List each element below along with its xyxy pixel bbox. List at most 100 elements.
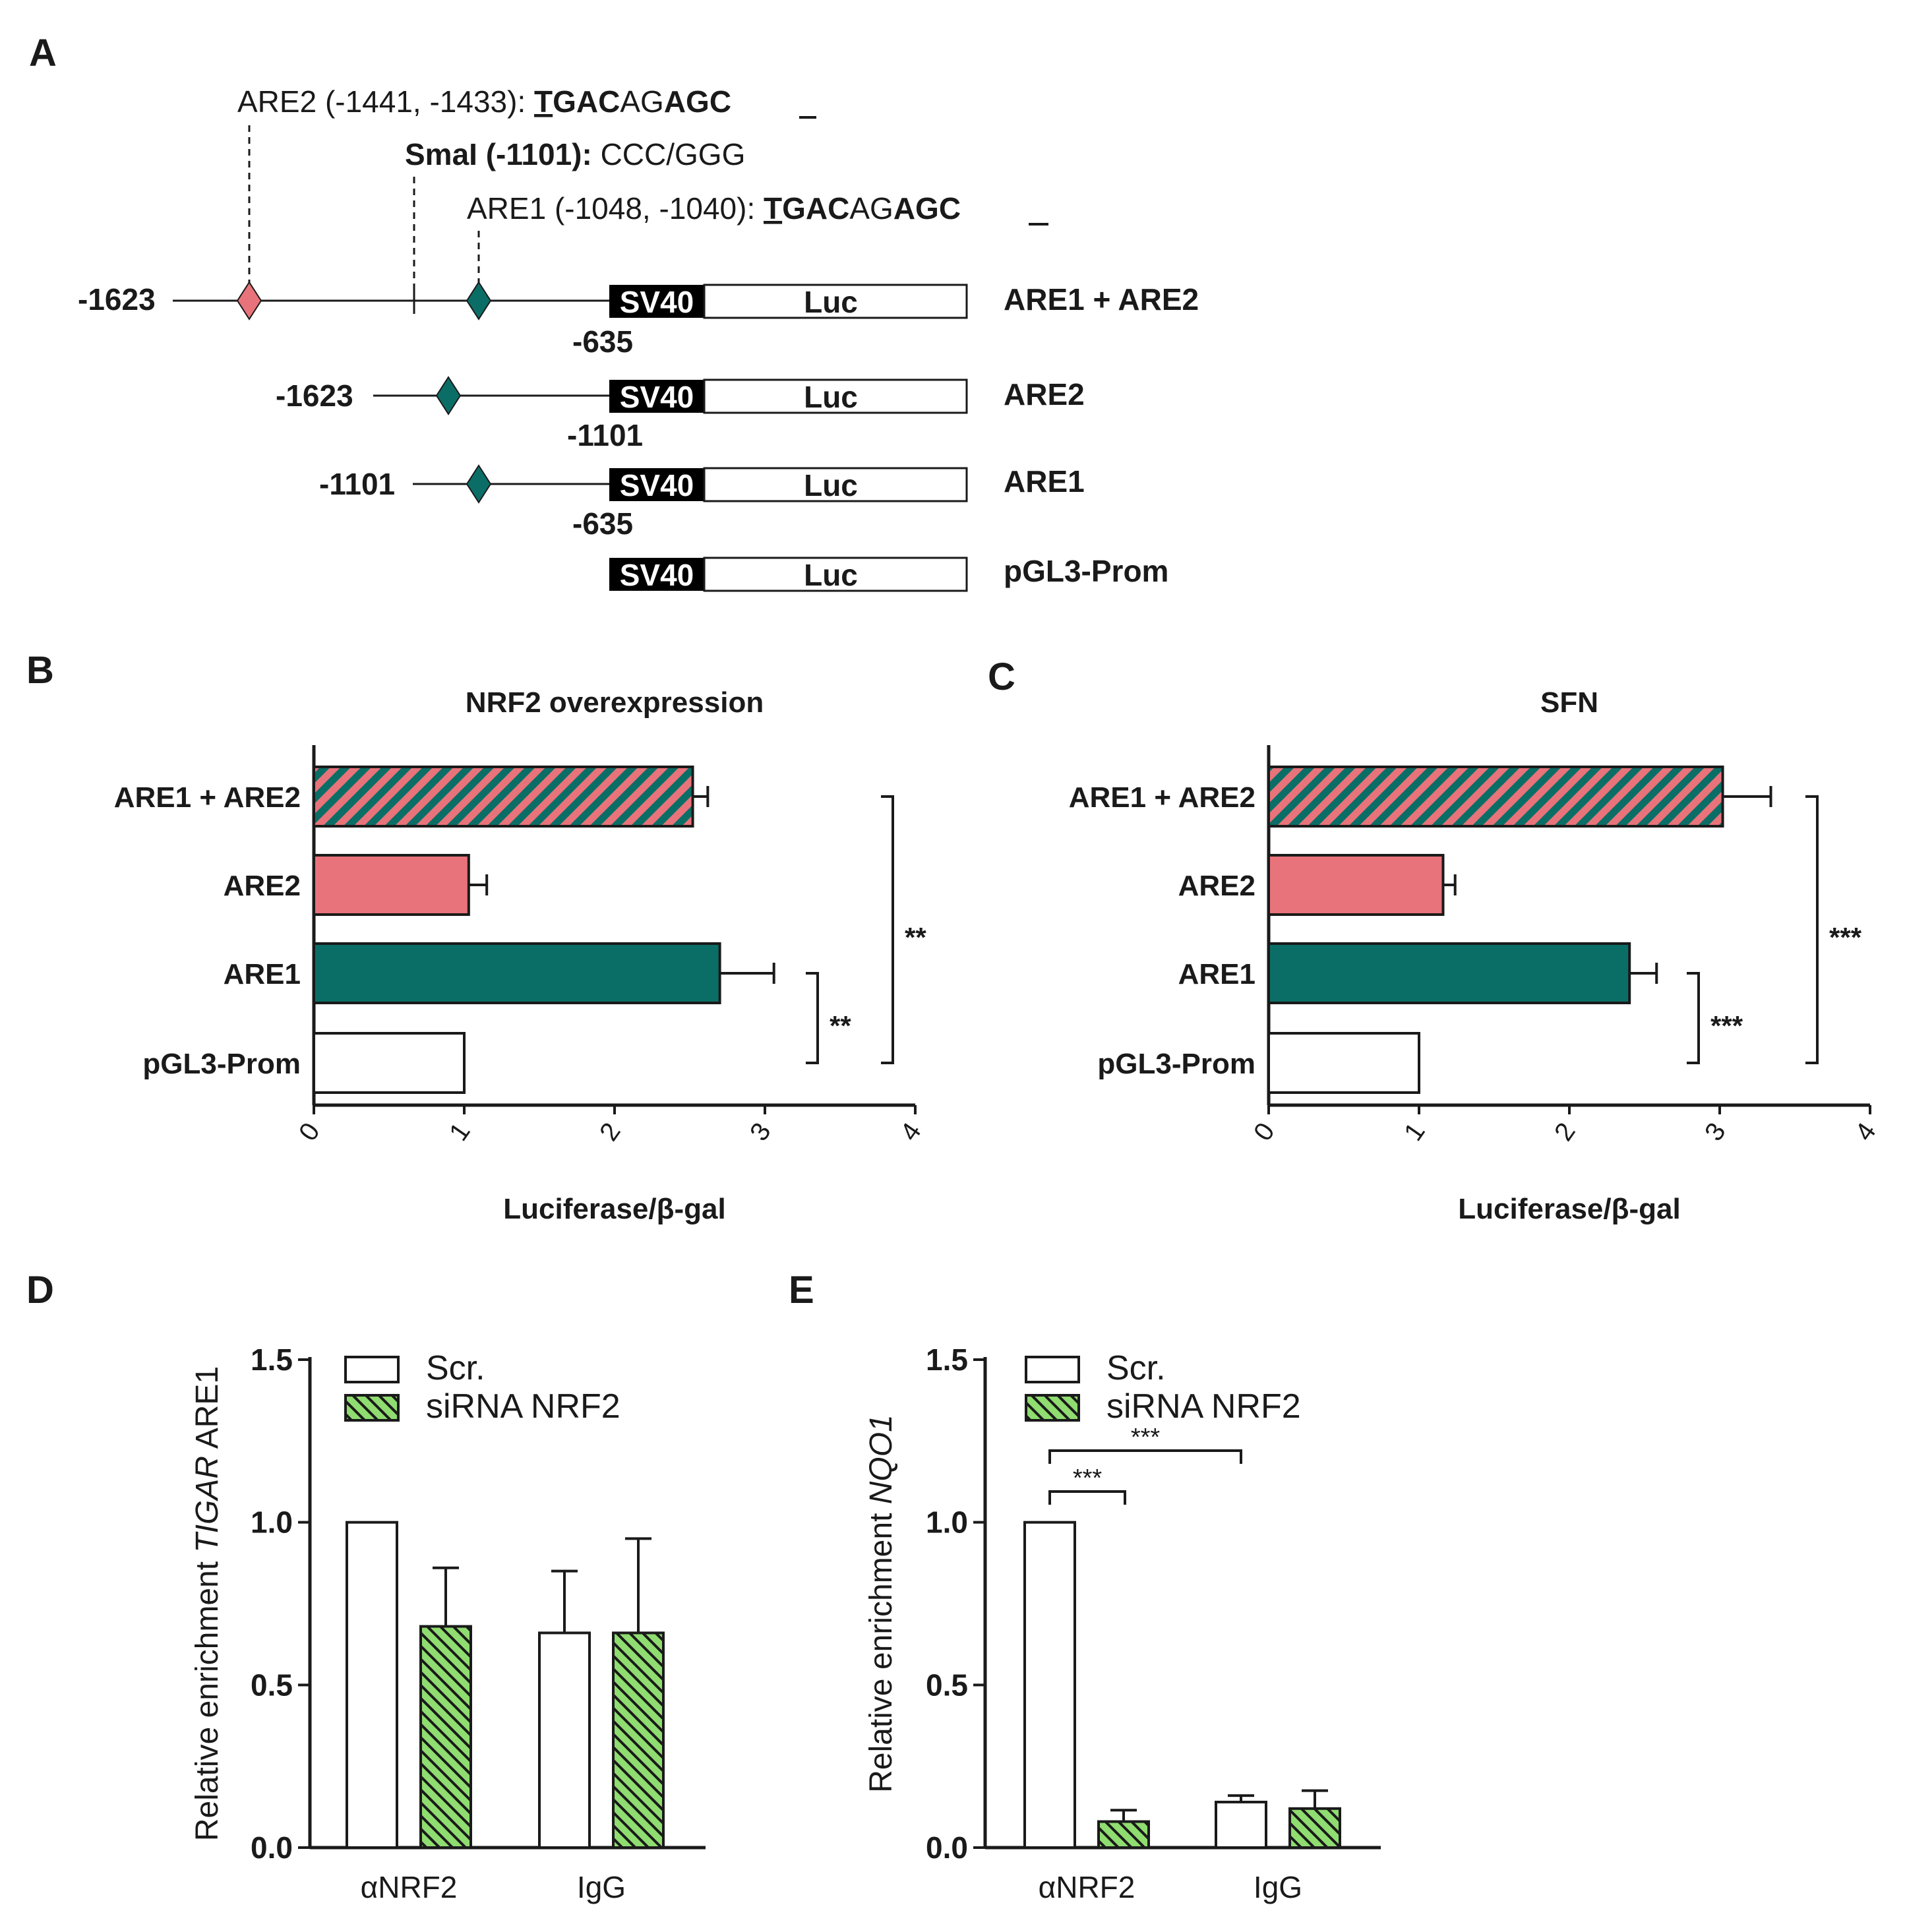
are-diamond-teal — [466, 464, 492, 504]
construct-pgl3-prom: SV40 Luc pGL3-Prom — [609, 554, 1168, 592]
category-label: ARE1 + ARE2 — [1069, 781, 1255, 814]
bar — [1288, 1807, 1341, 1850]
are-diamond-teal — [435, 376, 462, 415]
y-axis-label-suffix: ARE1 — [190, 1366, 225, 1456]
luc-label: Luc — [804, 285, 858, 319]
are2-seq-3: AG — [620, 84, 663, 119]
bar — [313, 854, 470, 916]
category-label: pGL3-Prom — [142, 1048, 301, 1080]
bar — [1023, 1521, 1076, 1850]
bar — [346, 1521, 398, 1850]
x-tick-label: 2 — [1549, 1118, 1581, 1146]
significance-label: ** — [830, 1010, 851, 1041]
panel-label-d: D — [26, 1269, 54, 1312]
bar — [1267, 854, 1445, 916]
construct-name: ARE2 — [1004, 377, 1085, 411]
category-label: pGL3-Prom — [1097, 1048, 1255, 1080]
luc-label: Luc — [804, 468, 858, 502]
construct-are1-are2: -1623 SV40 Luc -635 ARE1 + ARE2 — [78, 281, 1199, 359]
x-tick-label: 1 — [1399, 1118, 1431, 1146]
construct-end-label: -635 — [572, 324, 633, 359]
significance-bracket — [881, 795, 894, 1064]
chart-c: SFN 0 1 2 3 4 Luciferase/β-gal ARE1 + ARE2 ARE2 A… — [1069, 686, 1882, 1225]
luc-label: Luc — [804, 380, 858, 414]
significance-label: *** — [1829, 922, 1862, 953]
smai-prefix: SmaI (-1101): — [405, 137, 601, 171]
significance-bracket — [1048, 1490, 1126, 1505]
sv40-box — [609, 380, 704, 413]
y-axis-label: Relative enrichment NQO1 — [864, 1414, 899, 1793]
are1-seq-4: AGC — [893, 191, 961, 226]
construct-end-label: -635 — [572, 506, 633, 541]
panel-label-c: C — [988, 655, 1015, 698]
bar — [1267, 1032, 1420, 1094]
are1-seq-1: T — [764, 191, 782, 226]
y-axis-label-gene: TIGAR — [190, 1456, 225, 1553]
y-axis-label-prefix: Relative enrichment — [864, 1504, 899, 1793]
category-label: αNRF2 — [1039, 1870, 1135, 1904]
sv40-box — [609, 285, 704, 318]
are2-seq-2: GAC — [553, 84, 620, 119]
x-tick-label: 4 — [1850, 1118, 1882, 1146]
y-tick-label: 1.5 — [926, 1343, 968, 1377]
sv40-label: SV40 — [620, 380, 694, 414]
construct-start-label: -1623 — [78, 282, 156, 317]
chart-title: NRF2 overexpression — [466, 686, 764, 719]
are1-diamond-teal — [466, 281, 492, 320]
construct-start-label: -1623 — [276, 378, 353, 413]
sv40-label: SV40 — [620, 285, 694, 319]
y-tick-label: 1.0 — [926, 1505, 968, 1540]
construct-name: pGL3-Prom — [1004, 554, 1168, 588]
significance-bracket — [1048, 1449, 1242, 1464]
panel-label-a: A — [29, 32, 57, 75]
sv40-box — [609, 468, 704, 501]
bar — [1097, 1820, 1150, 1850]
x-tick-label: 3 — [1699, 1118, 1732, 1146]
construct-start-label: -1101 — [319, 467, 395, 501]
smai-site-label: SmaI (-1101): CCC/GGG — [405, 137, 745, 171]
are2-prefix: ARE2 (-1441, -1433): — [237, 84, 534, 119]
legend-swatch — [344, 1356, 400, 1383]
y-axis-label-prefix: Relative enrichment — [190, 1553, 225, 1842]
legend-swatch — [1025, 1356, 1080, 1383]
luc-box — [703, 284, 968, 319]
construct-name: ARE1 + ARE2 — [1004, 282, 1199, 317]
category-label: IgG — [1254, 1870, 1302, 1904]
bar — [1215, 1800, 1267, 1850]
panel-label-b: B — [26, 649, 54, 692]
x-tick-label: 3 — [744, 1118, 777, 1146]
category-label: ARE1 — [1178, 958, 1255, 990]
luc-box — [703, 378, 968, 414]
significance-label: *** — [1073, 1464, 1103, 1492]
y-tick-label: 0.5 — [926, 1668, 968, 1702]
significance-label: *** — [1131, 1424, 1161, 1451]
luc-box — [703, 557, 968, 592]
significance-label: *** — [1710, 1010, 1743, 1041]
y-tick-label: 1.5 — [251, 1343, 293, 1377]
construct-are1: -1101 SV40 Luc -635 ARE1 — [319, 464, 1085, 541]
legend-swatch — [344, 1394, 400, 1422]
are1-prefix: ARE1 (-1048, -1040): — [467, 191, 764, 226]
x-axis-label: Luciferase/β-gal — [503, 1193, 725, 1225]
bar — [419, 1625, 472, 1850]
x-tick-label: 0 — [1248, 1118, 1281, 1146]
x-tick-label: 4 — [895, 1118, 927, 1146]
y-tick-label: 0.0 — [926, 1830, 968, 1865]
smai-seq: CCC/GGG — [601, 137, 746, 171]
x-axis-label: Luciferase/β-gal — [1458, 1193, 1680, 1225]
significance-bracket — [1805, 795, 1819, 1064]
legend-label: Scr. — [426, 1349, 485, 1387]
are2-diamond-pink — [236, 281, 262, 320]
category-label: ARE2 — [1178, 870, 1255, 902]
bar — [313, 942, 721, 1004]
are1-seq-2: GAC — [782, 191, 849, 226]
sv40-label: SV40 — [620, 468, 694, 502]
bar — [538, 1631, 591, 1849]
legend-label: siRNA NRF2 — [426, 1387, 620, 1426]
significance-bracket — [1687, 972, 1700, 1064]
x-tick-label: 1 — [444, 1118, 476, 1146]
panel-label-e: E — [789, 1269, 814, 1312]
luc-box — [703, 467, 968, 502]
y-tick-label: 0.5 — [251, 1668, 293, 1702]
